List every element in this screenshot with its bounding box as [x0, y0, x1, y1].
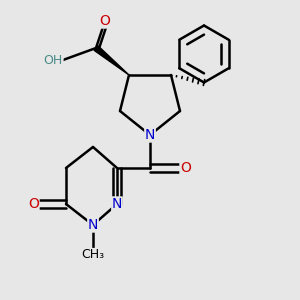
Text: O: O — [180, 161, 191, 175]
Text: N: N — [88, 218, 98, 232]
Text: N: N — [112, 197, 122, 211]
Text: O: O — [100, 14, 110, 28]
Polygon shape — [94, 46, 129, 75]
Text: CH₃: CH₃ — [81, 248, 105, 262]
Text: OH: OH — [44, 53, 63, 67]
Text: N: N — [145, 128, 155, 142]
Text: O: O — [28, 197, 39, 211]
